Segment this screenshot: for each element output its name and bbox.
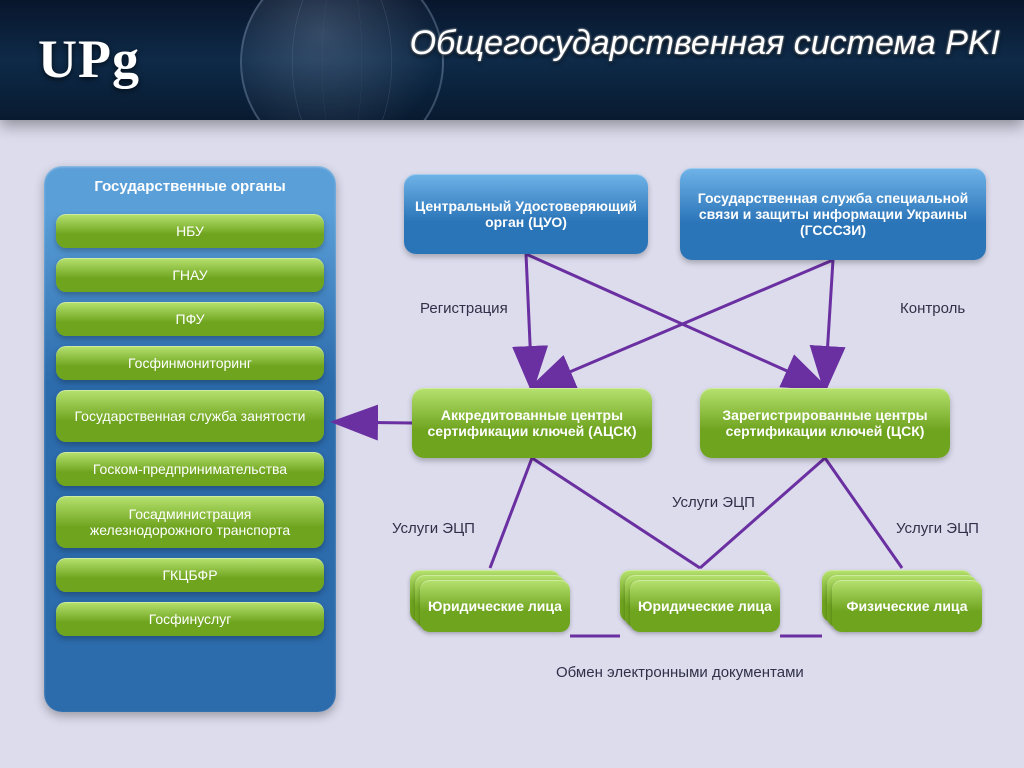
label-ctrl: Контроль [900, 300, 965, 317]
label-ecp2: Услуги ЭЦП [672, 494, 755, 511]
gov-body-item: ГНАУ [56, 258, 324, 292]
gov-body-item: Госадминистрация железнодорожного трансп… [56, 496, 324, 548]
gov-body-item: НБУ [56, 214, 324, 248]
label-ecp1: Услуги ЭЦП [392, 520, 475, 537]
gov-body-item: ПФУ [56, 302, 324, 336]
label-exch: Обмен электронными документами [556, 664, 804, 681]
node-ur1: Юридические лица [420, 580, 570, 632]
gov-body-item: Госком-предпринимательства [56, 452, 324, 486]
node-gsszi: Государственная служба специальной связи… [680, 168, 986, 260]
node-ur2: Юридические лица [630, 580, 780, 632]
header: UPg Общегосударственная система PKI [0, 0, 1024, 120]
gov-bodies-panel: Государственные органы НБУ ГНАУ ПФУ Госфинмо… [44, 166, 336, 712]
gov-body-item: Госфинмониторинг [56, 346, 324, 380]
node-csk: Зарегистрированные центры сертификации к… [700, 388, 950, 458]
node-acsk: Аккредитованные центры сертификации ключ… [412, 388, 652, 458]
label-reg: Регистрация [420, 300, 508, 317]
logo-upg: UPg [38, 28, 140, 90]
node-fiz: Физические лица [832, 580, 982, 632]
slide-title: Общегосударственная система PKI [410, 24, 1000, 63]
gov-body-item: Госфинуслуг [56, 602, 324, 636]
gov-body-item: ГКЦБФР [56, 558, 324, 592]
gov-body-item: Государственная служба занятости [56, 390, 324, 442]
gov-bodies-title: Государственные органы [44, 166, 336, 208]
node-cuo: Центральный Удостоверяющий орган (ЦУО) [404, 174, 648, 254]
label-ecp3: Услуги ЭЦП [896, 520, 979, 537]
slide: UPg Общегосударственная система PKI Госу… [0, 0, 1024, 768]
